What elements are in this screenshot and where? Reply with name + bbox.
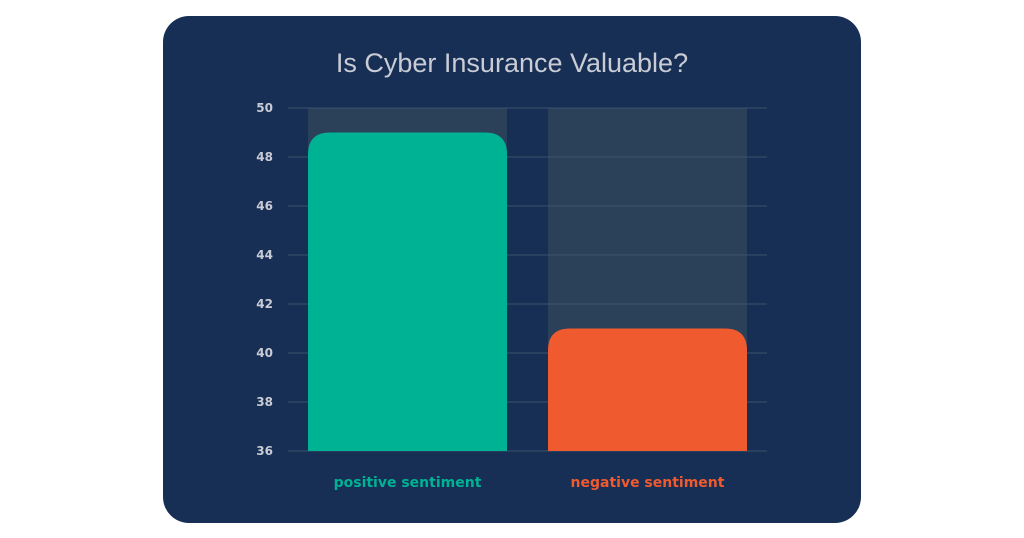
y-tick-label: 42 xyxy=(256,297,273,311)
y-tick-label: 50 xyxy=(256,101,273,115)
y-tick-label: 36 xyxy=(256,444,273,458)
y-tick-label: 40 xyxy=(256,346,273,360)
y-tick-label: 48 xyxy=(256,150,273,164)
y-tick-label: 46 xyxy=(256,199,273,213)
x-category-label: positive sentiment xyxy=(334,475,482,491)
bar-positive-sentiment xyxy=(308,132,507,451)
chart-title: Is Cyber Insurance Valuable? xyxy=(336,48,688,78)
y-tick-label: 44 xyxy=(256,248,273,262)
x-category-label: negative sentiment xyxy=(571,475,725,491)
y-tick-label: 38 xyxy=(256,395,273,409)
bar-negative-sentiment xyxy=(548,328,747,451)
